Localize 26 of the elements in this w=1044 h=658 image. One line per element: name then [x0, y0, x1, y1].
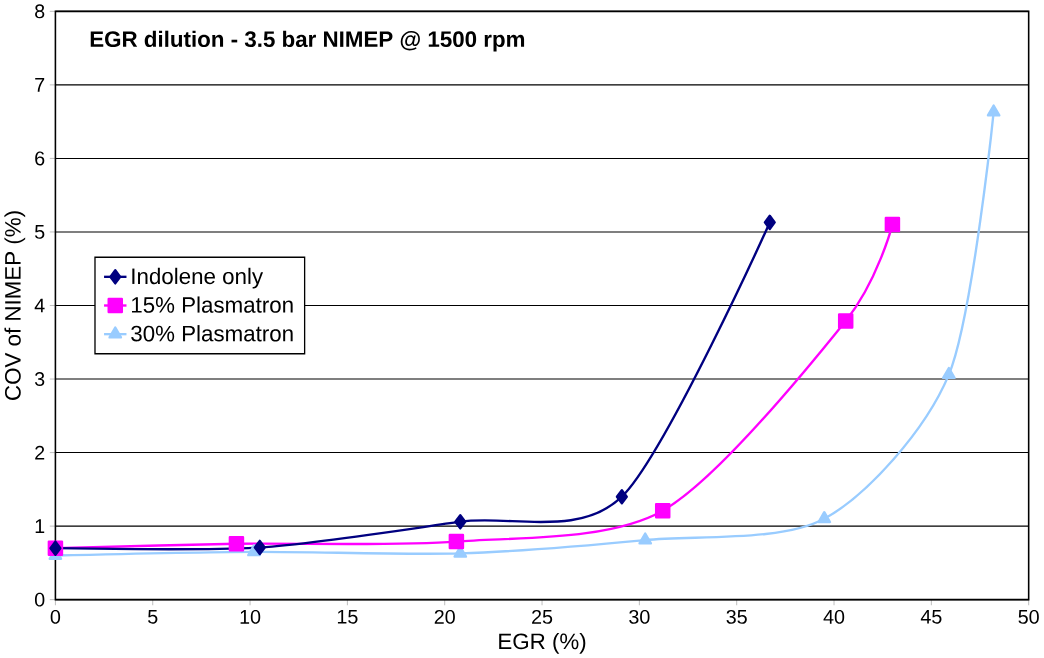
y-tick-label: 0	[34, 592, 45, 607]
x-tick-label: 10	[240, 609, 261, 624]
x-tick-label: 35	[726, 609, 747, 624]
x-tick-label: 40	[823, 609, 845, 624]
x-tick-label: 0	[50, 609, 61, 624]
legend-label: 30% Plasmatron	[131, 325, 293, 342]
x-tick-label: 20	[434, 609, 455, 624]
x-tick-label: 25	[532, 609, 553, 624]
x-tick-label: 5	[148, 609, 158, 624]
x-tick-label: 45	[920, 609, 942, 624]
y-tick-label: 5	[34, 225, 45, 239]
text: EGR dilution - 3.5 bar NIMEP @ 1500 rpm	[90, 30, 525, 52]
legend-label: 15% Plasmatron	[132, 296, 293, 313]
legend-label: Indolene only	[132, 267, 264, 289]
x-tick-label: 15	[337, 609, 358, 624]
y-tick-label: 2	[35, 445, 45, 460]
y-tick-label: 7	[35, 78, 45, 92]
y-tick-label: 4	[34, 298, 45, 313]
y-tick-label: 6	[35, 151, 45, 166]
x-tick-label: 30	[629, 609, 650, 624]
y-axis-title: COV of NIMEP (%)	[4, 211, 26, 400]
y-tick-label: 1	[35, 519, 45, 533]
y-tick-label: 3	[34, 372, 45, 386]
y-tick-label: 8	[35, 4, 45, 19]
x-axis-title: EGR (%)	[499, 632, 586, 654]
x-tick-label: 50	[1018, 609, 1039, 624]
